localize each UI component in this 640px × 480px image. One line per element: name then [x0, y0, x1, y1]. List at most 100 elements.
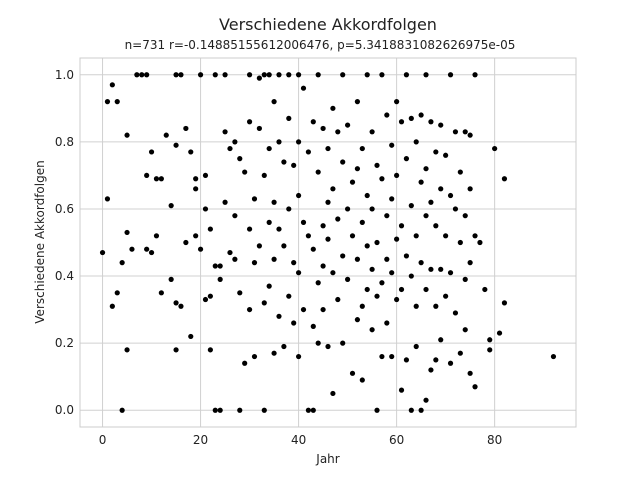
data-point — [330, 270, 336, 276]
data-point — [359, 219, 365, 225]
data-point — [364, 243, 370, 249]
y-tick-label: 0.4 — [55, 269, 74, 283]
data-point — [246, 306, 253, 313]
data-point — [286, 72, 292, 78]
y-axis-label: Verschiedene Akkordfolgen — [33, 160, 47, 323]
data-point — [315, 340, 321, 346]
data-point — [266, 72, 272, 78]
data-point — [212, 407, 218, 413]
data-point — [418, 260, 424, 266]
data-point — [227, 145, 233, 152]
data-point — [266, 283, 272, 289]
grid-layer — [80, 58, 576, 427]
data-point — [492, 145, 498, 152]
data-point — [232, 139, 238, 145]
data-point — [447, 72, 454, 78]
data-point — [178, 303, 184, 309]
data-point — [428, 199, 434, 205]
data-point — [384, 112, 390, 118]
data-point — [310, 119, 316, 125]
data-point — [144, 72, 150, 78]
data-point — [202, 172, 209, 179]
data-point — [295, 353, 302, 360]
data-point — [403, 357, 410, 363]
data-point — [418, 179, 424, 185]
data-point — [345, 122, 351, 128]
data-point — [237, 407, 243, 413]
data-point — [320, 306, 326, 313]
data-point — [482, 286, 488, 293]
data-point — [158, 290, 164, 296]
data-point — [433, 357, 439, 363]
data-point — [305, 233, 311, 239]
data-point — [354, 256, 361, 262]
data-point — [246, 119, 253, 125]
data-point — [428, 119, 434, 125]
data-point — [178, 72, 184, 78]
data-point — [256, 125, 262, 132]
data-point — [340, 253, 346, 259]
data-point — [310, 323, 316, 329]
data-point — [281, 343, 287, 350]
data-point — [364, 192, 370, 199]
data-point — [428, 367, 434, 373]
data-point — [394, 172, 400, 179]
data-point — [261, 300, 267, 306]
data-point — [467, 132, 473, 138]
data-point — [193, 186, 199, 192]
data-point — [325, 236, 331, 242]
data-point — [335, 129, 341, 135]
data-point — [433, 223, 439, 229]
data-point — [384, 256, 390, 262]
data-point — [237, 156, 243, 162]
data-point — [457, 169, 463, 175]
data-point — [374, 293, 380, 299]
data-point — [467, 260, 473, 266]
data-point — [202, 296, 209, 303]
data-point — [398, 223, 405, 229]
data-point — [403, 72, 410, 78]
data-point — [315, 169, 321, 175]
data-point — [472, 233, 478, 239]
data-point — [428, 266, 434, 272]
data-point — [197, 246, 204, 252]
data-point — [261, 72, 267, 78]
data-point — [188, 149, 194, 155]
data-point — [384, 213, 390, 219]
data-point — [452, 206, 459, 212]
data-point — [443, 293, 449, 299]
data-point — [315, 72, 321, 78]
data-point — [423, 397, 429, 403]
data-point — [291, 162, 297, 168]
data-point — [467, 370, 473, 376]
data-point — [462, 129, 468, 135]
data-point — [433, 149, 439, 155]
data-point — [457, 239, 463, 246]
chart-title: Verschiedene Akkordfolgen — [219, 15, 437, 34]
data-point — [369, 266, 375, 272]
data-point — [462, 327, 468, 333]
data-point — [310, 407, 316, 413]
data-point — [168, 203, 174, 209]
data-point — [271, 199, 277, 205]
data-point — [374, 162, 380, 168]
data-point — [408, 407, 414, 413]
data-point — [443, 152, 449, 158]
data-point — [349, 370, 356, 376]
data-point — [188, 333, 194, 340]
data-point — [114, 99, 120, 105]
data-point — [394, 296, 400, 303]
data-point — [286, 115, 292, 121]
data-point — [315, 280, 321, 286]
data-point — [457, 350, 463, 356]
data-point — [413, 343, 419, 350]
data-point — [173, 142, 179, 148]
data-point — [501, 300, 508, 306]
data-point — [256, 243, 262, 249]
data-point — [447, 360, 454, 366]
data-point — [447, 270, 454, 276]
data-point — [462, 276, 468, 282]
data-point — [246, 226, 253, 232]
data-point — [217, 407, 223, 413]
